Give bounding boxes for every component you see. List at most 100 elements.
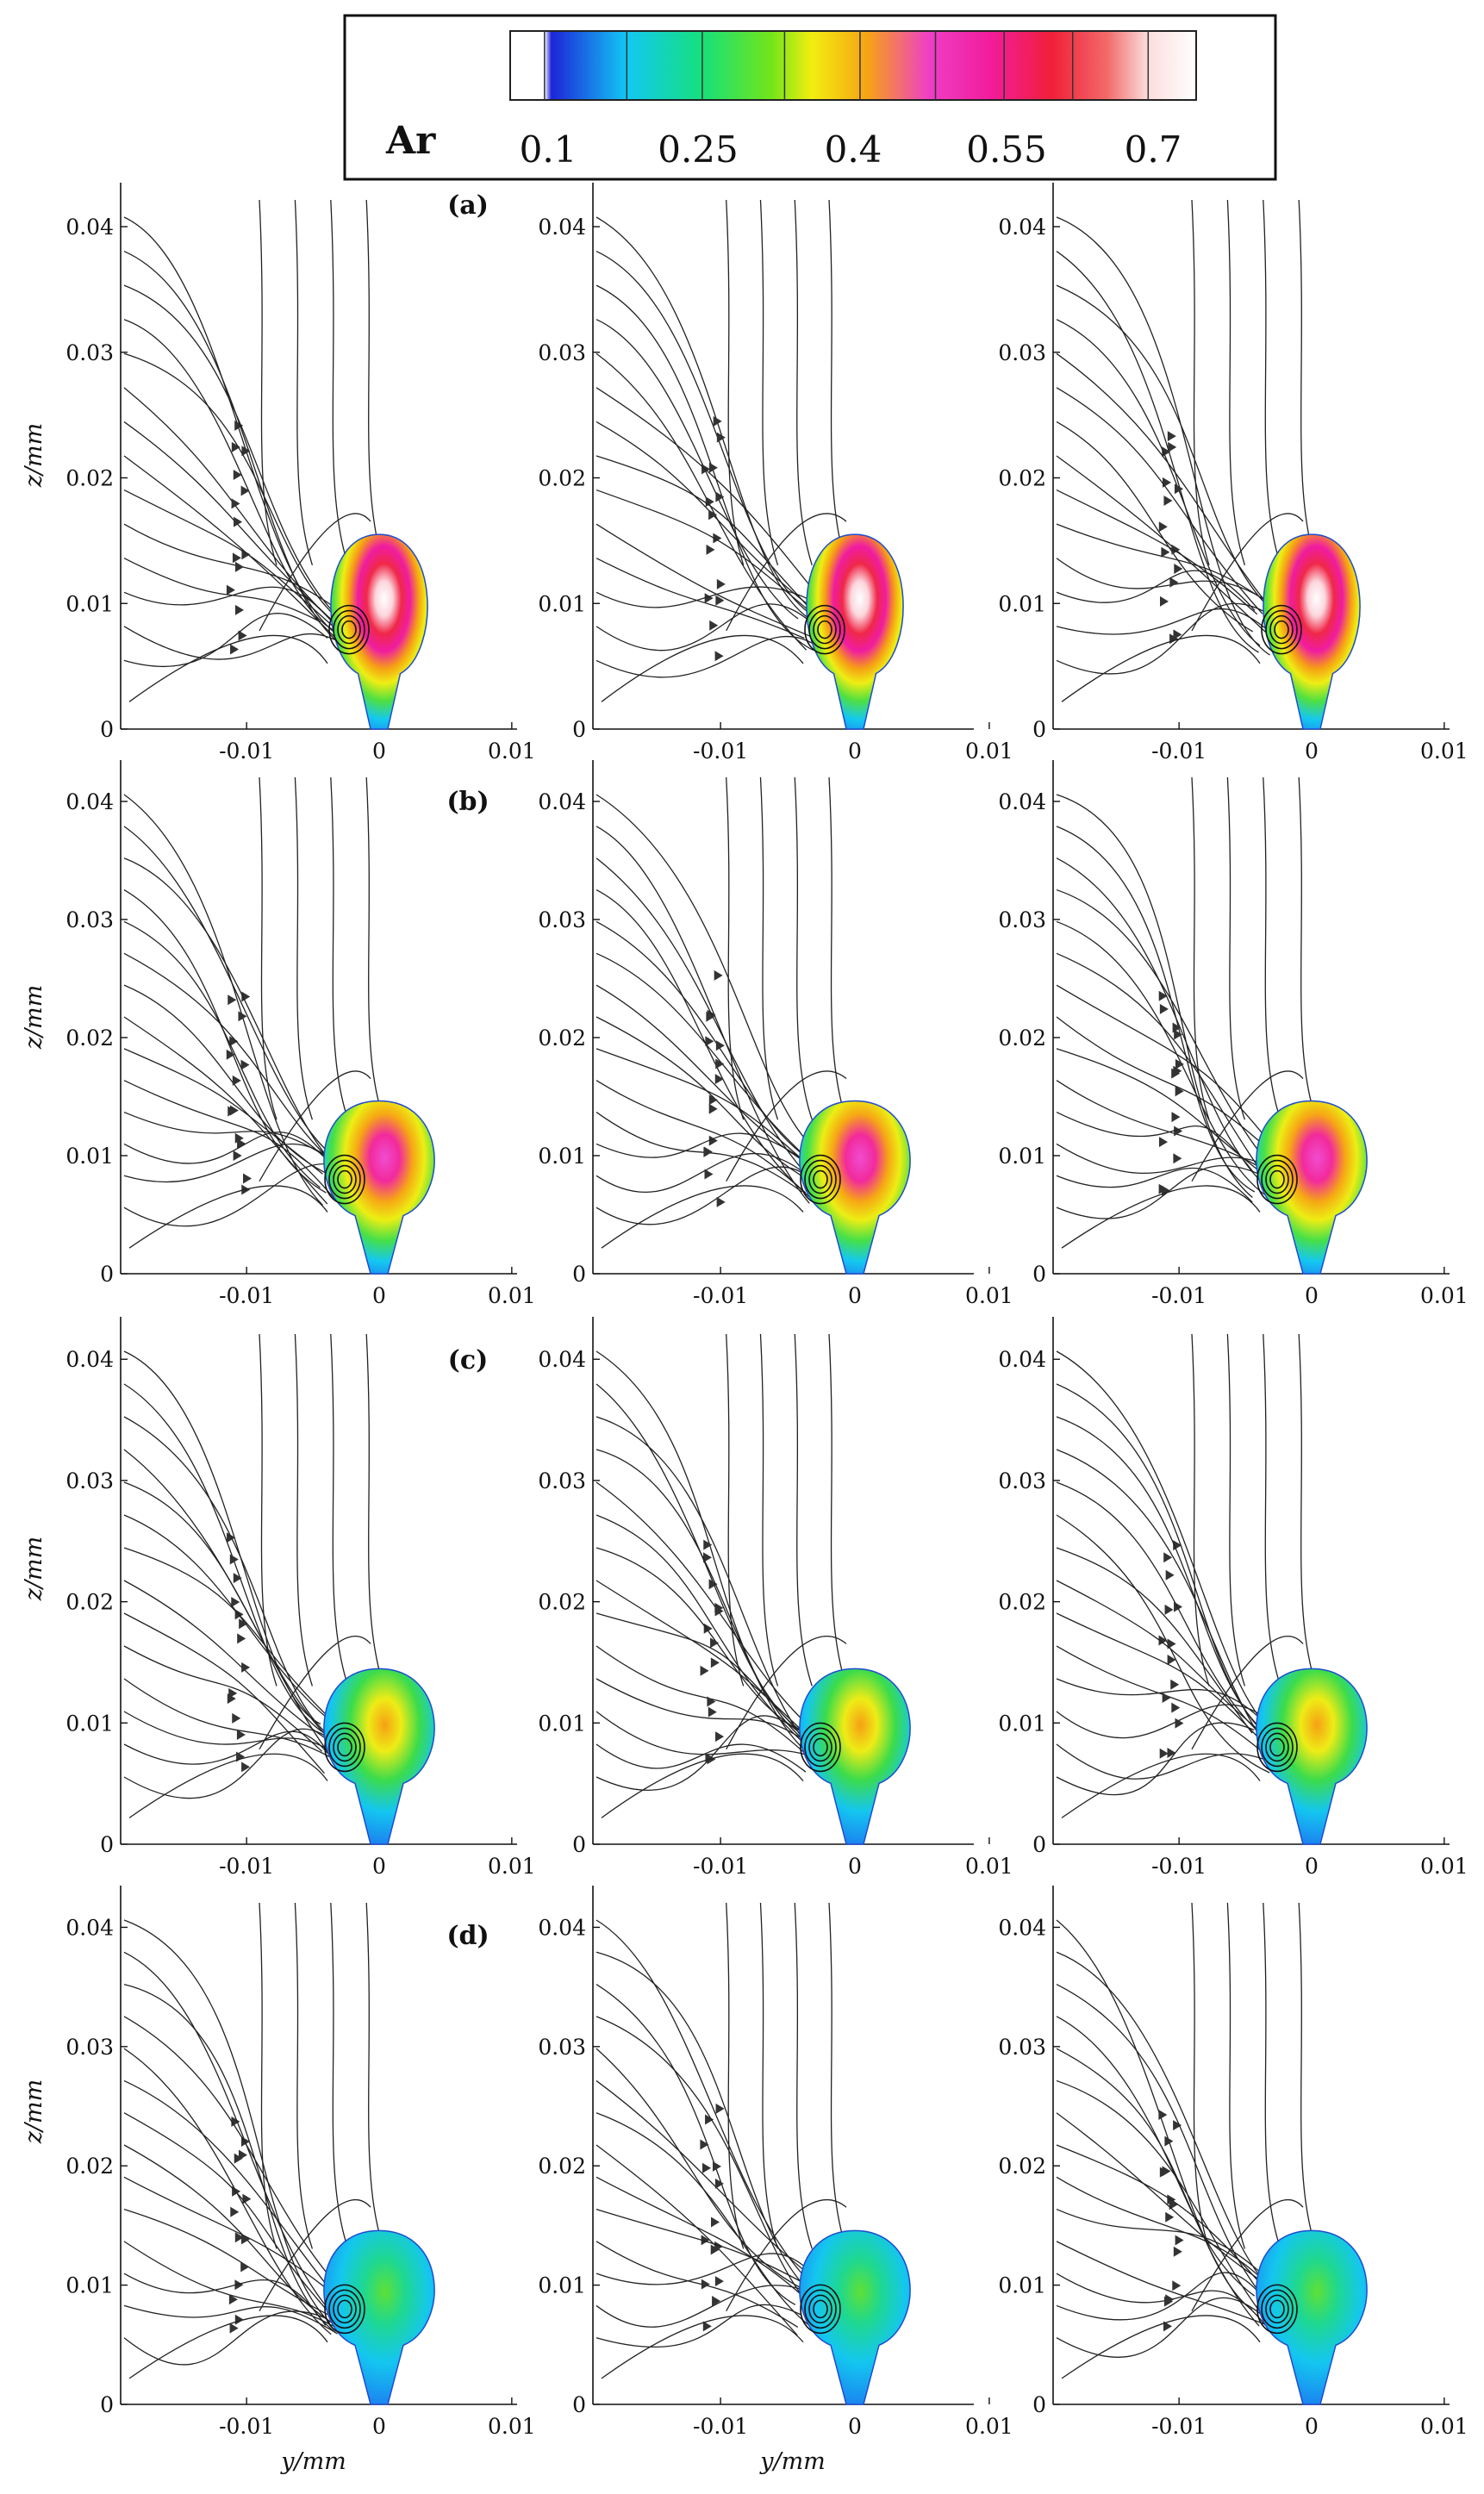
droplet [1256, 2229, 1368, 2405]
flow-arrow [234, 2153, 243, 2164]
flow-arrow [710, 2244, 720, 2255]
streamline [365, 1333, 384, 1687]
streamline [595, 2208, 817, 2291]
streamline [1056, 1111, 1254, 1173]
streamline [595, 1112, 803, 1193]
streamline [294, 199, 314, 565]
flow-arrow [238, 1011, 247, 1022]
streamline [1191, 1333, 1210, 1687]
streamline [595, 2176, 825, 2316]
streamline [595, 794, 824, 1157]
z-tick-label: 0.01 [538, 2273, 586, 2298]
y-tick-label: 0 [1305, 1854, 1319, 1879]
streamline [595, 250, 829, 625]
flow-arrow [708, 1094, 718, 1106]
flow-arrow [700, 2139, 709, 2150]
flow-arrow [1173, 1065, 1182, 1076]
colorbar-tick-label: 0.4 [825, 128, 882, 171]
flow-arrow [703, 1146, 713, 1157]
y-tick-label: 0.01 [488, 739, 536, 764]
flow-arrow [1164, 2135, 1174, 2147]
flow-arrow [1175, 1718, 1184, 1729]
streamline [595, 284, 814, 652]
streamline [123, 2112, 329, 2312]
streamline [123, 1016, 328, 1205]
streamline [330, 1333, 349, 1687]
streamline [1056, 1143, 1282, 1175]
flow-arrow [710, 1637, 720, 1649]
flow-arrow [1163, 2321, 1172, 2332]
y-tick-label: 0.01 [488, 1854, 536, 1879]
streamline [1056, 608, 1282, 644]
streamline [123, 613, 328, 668]
vortex [800, 1722, 841, 1773]
z-tick-label: 0.02 [538, 1026, 586, 1051]
flow-arrow [1169, 577, 1179, 588]
streamline [1056, 570, 1256, 611]
flow-arrow [1165, 1569, 1175, 1581]
panel-r2-c3: 0 0.01 0.02 0.03 0.04 -0.01 0 0.01 [998, 760, 1468, 1308]
z-axis-label: z/mm [21, 985, 47, 1051]
streamline [123, 1383, 327, 1736]
flow-arrow [708, 1579, 718, 1590]
y-tick-label: -0.01 [219, 739, 274, 764]
colorbar-gradient [509, 30, 1197, 101]
flow-arrow [714, 2178, 724, 2189]
streamline [1056, 1983, 1265, 2299]
flow-arrow [1164, 1604, 1174, 1615]
streamline [1056, 1048, 1279, 1186]
streamline [595, 920, 827, 1170]
streamline [595, 826, 810, 1204]
streamline [1056, 421, 1253, 633]
z-tick-label: 0 [100, 1262, 114, 1287]
streamline [794, 1333, 813, 1687]
streamline [828, 1333, 847, 1687]
streamline [123, 489, 334, 627]
streamline [123, 1143, 354, 1183]
streamline [595, 1383, 802, 1732]
flow-arrow [1170, 1679, 1180, 1690]
streamline [726, 776, 745, 1120]
streamline [595, 523, 829, 645]
streamline [123, 586, 339, 628]
streamline [123, 1728, 351, 1799]
streamline [595, 603, 814, 652]
flow-arrow [228, 1106, 237, 1117]
streamline [794, 776, 813, 1120]
streamline [595, 952, 826, 1175]
flow-arrow [708, 1706, 717, 1718]
streamline [595, 1919, 827, 2298]
flow-arrow [702, 2162, 712, 2173]
streamline [1263, 1333, 1281, 1687]
streamline [1056, 1449, 1283, 1765]
streamline [123, 1951, 351, 2332]
streamline [595, 489, 808, 610]
z-tick-label: 0.04 [998, 789, 1046, 814]
streamline [123, 857, 345, 1175]
streamline [1298, 1333, 1317, 1687]
streamline [123, 1983, 336, 2334]
flow-arrow [705, 1036, 714, 1047]
flow-arrow [716, 1196, 726, 1207]
flow-arrow [1174, 1029, 1183, 1040]
flow-arrow [1171, 544, 1181, 555]
z-tick-label: 0.04 [538, 1347, 586, 1372]
y-tick-label: -0.01 [1151, 2414, 1207, 2439]
streamlines [123, 1902, 384, 2379]
flow-arrow [714, 1606, 724, 1617]
streamline [595, 2241, 799, 2328]
z-tick-label: 0 [1032, 2392, 1046, 2417]
shock-curve [726, 2198, 847, 2311]
flow-arrow [713, 415, 722, 427]
row-label-d: (d) [446, 1921, 489, 1951]
streamlines [1056, 1902, 1317, 2379]
streamline [128, 1185, 328, 1249]
streamline [1056, 1919, 1253, 2310]
colorbar-dividers [544, 31, 1150, 100]
streamline [759, 1902, 779, 2249]
streamline [1056, 1612, 1276, 1757]
flow-arrow [229, 2323, 239, 2334]
y-tick-label: -0.01 [693, 2414, 748, 2439]
y-tick-label: 0 [848, 739, 862, 764]
streamline [1056, 2241, 1280, 2331]
